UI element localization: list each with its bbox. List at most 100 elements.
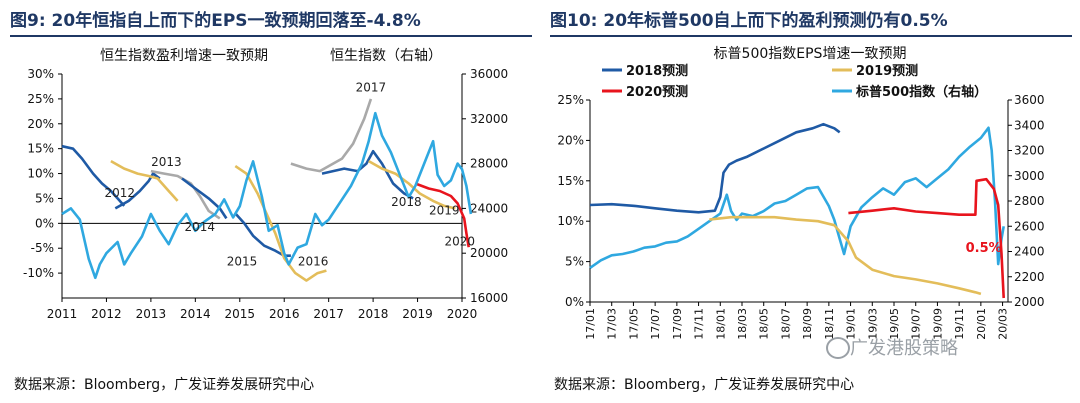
y-left-tick-label: 20% <box>557 133 584 147</box>
y-right-tick-label: 2600 <box>1014 219 1045 233</box>
y-left-tick-label: 25% <box>557 93 584 107</box>
x-tick-label: 2017/11 <box>693 308 706 340</box>
year-label-2018: 2018 <box>391 195 422 209</box>
x-tick-label: 2019/07 <box>910 308 923 340</box>
x-tick-label: 2017/03 <box>606 308 619 340</box>
y-left-tick-label: 5% <box>565 255 584 269</box>
x-tick-label: 2015 <box>225 307 256 321</box>
x-tick-label: 2019 <box>402 307 433 321</box>
y-right-tick-label: 2800 <box>1014 194 1045 208</box>
y-right-tick-label: 28000 <box>470 157 508 171</box>
x-tick-label: 2017 <box>313 307 344 321</box>
x-tick-label: 2016 <box>269 307 300 321</box>
y-right-tick-label: 3200 <box>1014 144 1045 158</box>
series-line-2017 <box>290 98 373 173</box>
x-tick-label: 2019/05 <box>888 308 901 340</box>
series-line-2012 <box>114 172 161 210</box>
right-title-rule <box>550 35 1072 37</box>
series-line-2 <box>848 177 1005 299</box>
left-chart-title: 图9: 20年恒指自上而下的EPS一致预期回落至-4.8% <box>10 11 421 31</box>
y-right-tick-label: 2200 <box>1014 270 1045 284</box>
right-subtitle: 标普500指数EPS增速一致预期 <box>714 46 907 62</box>
annotation-label: 0.5% <box>966 241 1002 256</box>
year-label-2013: 2013 <box>151 155 182 169</box>
x-tick-label: 2020/01 <box>975 308 988 340</box>
x-tick-label: 2020/03 <box>997 308 1010 340</box>
x-tick-label: 2018/07 <box>779 308 792 340</box>
y-left-tick-label: 0% <box>35 216 54 230</box>
x-tick-label: 2017/09 <box>671 308 684 340</box>
y-right-tick-label: 2000 <box>1014 295 1045 309</box>
x-tick-label: 2013 <box>136 307 167 321</box>
left-title-rule <box>10 35 532 37</box>
y-right-tick-label: 20000 <box>470 246 508 260</box>
right-chart-title: 图10: 20年标普500自上而下的盈利预测仍有0.5% <box>550 11 948 31</box>
legend-label-0: 2018预测 <box>626 63 688 79</box>
wechat-icon <box>826 337 850 359</box>
y-left-tick-label: 30% <box>27 67 54 81</box>
left-source-note: 数据来源：Bloomberg，广发证券发展研究中心 <box>14 377 315 393</box>
x-tick-label: 2018/01 <box>714 308 727 340</box>
year-label-2019: 2019 <box>429 203 460 217</box>
y-left-tick-label: 10% <box>557 214 584 228</box>
year-label-2012: 2012 <box>105 186 136 200</box>
y-left-tick-label: 20% <box>27 117 54 131</box>
year-label-2015: 2015 <box>227 255 258 269</box>
legend-label-1: 2019预测 <box>856 63 918 79</box>
x-tick-label: 2017/01 <box>584 308 597 340</box>
y-right-tick-label: 2400 <box>1014 245 1045 259</box>
year-label-2016: 2016 <box>298 255 329 269</box>
series-line-0 <box>589 122 841 214</box>
y-left-tick-label: 15% <box>557 174 584 188</box>
y-left-tick-label: -5% <box>31 241 54 255</box>
x-tick-label: 2018 <box>358 307 389 321</box>
x-tick-label: 2017/05 <box>627 308 640 340</box>
x-tick-label: 2020 <box>447 307 478 321</box>
x-tick-label: 2012 <box>91 307 122 321</box>
y-right-tick-label: 3400 <box>1014 118 1045 132</box>
series-line-2011 <box>61 144 126 207</box>
series-line-2013 <box>110 159 179 202</box>
series-line-hsi <box>61 111 473 280</box>
year-label-2020: 2020 <box>445 235 476 249</box>
y-right-tick-label: 36000 <box>470 67 508 81</box>
series-line-2016 <box>234 165 327 282</box>
left-legend-eps: 恒生指数盈利增速一致预期 <box>100 48 268 64</box>
x-tick-label: 2014 <box>180 307 211 321</box>
x-tick-label: 2017/07 <box>649 308 662 340</box>
x-tick-label: 2018/03 <box>736 308 749 340</box>
left-chart-panel: 图9: 20年恒指自上而下的EPS一致预期回落至-4.8% 恒生指数盈利增速一致… <box>10 11 532 393</box>
y-left-tick-label: 15% <box>27 142 54 156</box>
series-line-1 <box>709 215 982 296</box>
y-left-tick-label: 10% <box>27 167 54 181</box>
x-tick-label: 2018/09 <box>801 308 814 340</box>
x-tick-label: 2019/03 <box>866 308 879 340</box>
right-source-note: 数据来源：Bloomberg，广发证券发展研究中心 <box>554 377 855 393</box>
series-line-2020 <box>414 182 470 248</box>
x-tick-label: 2018/05 <box>758 308 771 340</box>
right-chart: 标普500指数EPS增速一致预期 2018预测 2019预测 2020预测 标普500指… <box>557 46 1045 340</box>
y-right-tick-label: 3000 <box>1014 169 1045 183</box>
series-line-2014b <box>181 177 228 220</box>
legend-label-2: 2020预测 <box>626 84 688 100</box>
y-right-tick-label: 24000 <box>470 201 508 215</box>
series-line-2014 <box>150 169 221 220</box>
y-left-tick-label: 5% <box>35 191 54 205</box>
x-tick-label: 2018/11 <box>823 308 836 340</box>
legend-label-3: 标普500指数（右轴） <box>855 84 987 100</box>
y-right-tick-label: 32000 <box>470 112 508 126</box>
x-tick-label: 2019/09 <box>931 308 944 340</box>
y-right-tick-label: 3600 <box>1014 93 1045 107</box>
right-chart-panel: 图10: 20年标普500自上而下的盈利预测仍有0.5% 标普500指数EPS增… <box>540 0 1080 403</box>
series-line-3 <box>589 126 1005 269</box>
x-tick-label: 2011 <box>47 307 78 321</box>
x-tick-label: 2019/01 <box>845 308 858 340</box>
y-left-tick-label: 0% <box>565 295 584 309</box>
y-left-tick-label: -10% <box>23 266 54 280</box>
left-legend-index: 恒生指数（右轴） <box>330 48 442 64</box>
series-line-2018 <box>321 149 414 200</box>
year-label-2017: 2017 <box>356 80 387 94</box>
left-chart: 恒生指数盈利增速一致预期 恒生指数（右轴） 30% 25% 20% 15% 10% 5% 0% -… <box>23 48 508 321</box>
y-right-tick-label: 16000 <box>470 291 508 305</box>
year-label-2014: 2014 <box>185 220 216 234</box>
